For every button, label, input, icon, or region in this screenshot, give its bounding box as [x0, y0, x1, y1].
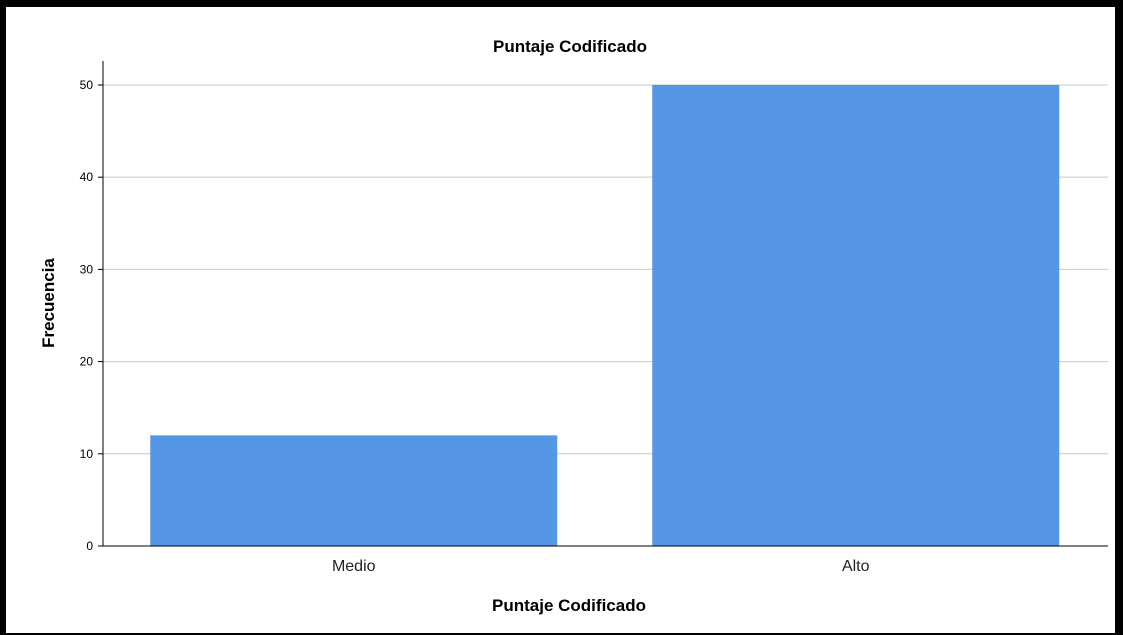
bar-medio	[150, 435, 558, 546]
y-tick-labels: 0 10 20 30 40 50	[80, 78, 103, 553]
y-tick-label: 50	[80, 78, 94, 92]
y-axis-title: Frecuencia	[39, 258, 58, 348]
x-tick-label: Medio	[332, 558, 376, 575]
y-tick-label: 0	[86, 539, 93, 553]
chart-title: Puntaje Codificado	[493, 37, 647, 56]
y-tick-label: 20	[80, 355, 94, 369]
y-tick-label: 40	[80, 170, 94, 184]
bars	[150, 84, 1060, 546]
axes	[102, 61, 1108, 547]
x-tick-labels: Medio Alto	[332, 558, 870, 575]
y-tick-label: 10	[80, 447, 94, 461]
bar-alto	[652, 84, 1060, 546]
x-tick-label: Alto	[842, 558, 870, 575]
x-axis-title: Puntaje Codificado	[492, 596, 646, 615]
y-tick-label: 30	[80, 262, 94, 276]
